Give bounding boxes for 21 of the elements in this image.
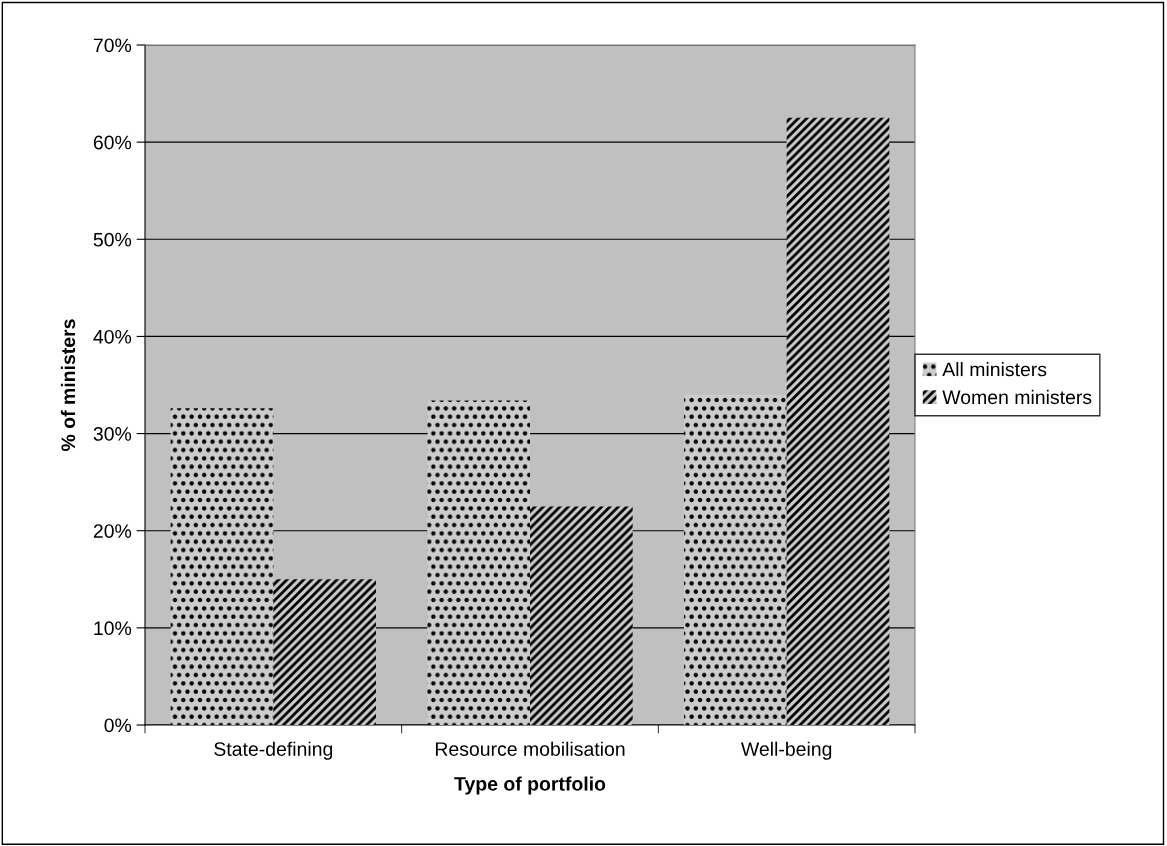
y-tick-label: 0% bbox=[104, 718, 132, 733]
x-tick-label: State-defining bbox=[214, 741, 333, 760]
bar bbox=[170, 408, 274, 725]
y-axis-title: % of ministers bbox=[60, 319, 76, 451]
legend-label: Women ministers bbox=[942, 389, 1092, 405]
legend-label: All ministers bbox=[942, 362, 1047, 377]
bar bbox=[427, 400, 530, 725]
bar bbox=[684, 394, 787, 725]
y-tick-label: 10% bbox=[94, 621, 132, 636]
bar bbox=[786, 117, 890, 725]
y-tick-label: 50% bbox=[93, 232, 132, 247]
y-tick-label: 40% bbox=[93, 329, 132, 344]
x-axis-title: Type of portfolio bbox=[454, 776, 606, 795]
y-tick-label: 70% bbox=[93, 38, 132, 53]
y-tick-label: 60% bbox=[93, 135, 132, 150]
y-tick-label: 30% bbox=[93, 427, 132, 441]
bar bbox=[273, 579, 376, 725]
bar bbox=[530, 506, 633, 725]
x-tick-label: Well-being bbox=[741, 741, 832, 760]
y-tick-label: 20% bbox=[93, 524, 132, 538]
x-tick-label: Resource mobilisation bbox=[435, 741, 625, 756]
